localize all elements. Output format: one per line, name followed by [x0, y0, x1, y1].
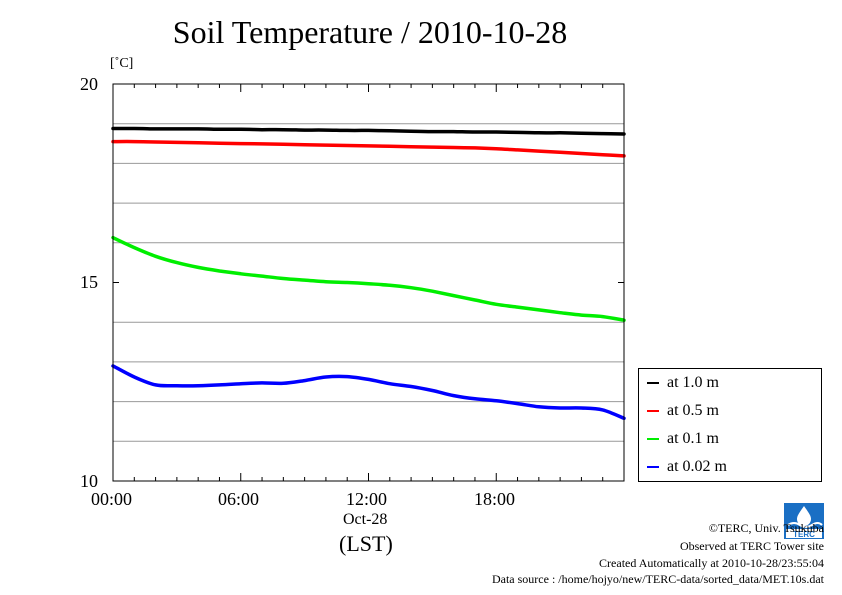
- grid-lines: [113, 123, 624, 442]
- legend-item: at 1.0 m: [647, 373, 719, 393]
- legend-swatch: [647, 382, 659, 384]
- logo-text: TERC: [793, 530, 815, 539]
- legend-item: at 0.1 m: [647, 429, 719, 449]
- legend-swatch: [647, 438, 659, 440]
- legend-item: at 0.5 m: [647, 401, 719, 421]
- legend-swatch: [647, 466, 659, 468]
- x-date-label: Oct-28: [343, 511, 388, 528]
- x-tick-label-0600: 06:00: [218, 489, 260, 509]
- x-tick-label-1200: 12:00: [346, 489, 388, 509]
- x-axis-label: (LST): [339, 531, 393, 556]
- chart-title: Soil Temperature / 2010-10-28: [172, 14, 568, 50]
- series-line-at-0-1-m: [111, 235, 626, 322]
- series-line-at-1-0-m: [111, 126, 626, 136]
- y-axis-unit-label: [˚C]: [110, 56, 134, 71]
- footer-created: Created Automatically at 2010-10-28/23:5…: [599, 556, 824, 570]
- legend-label: at 0.02 m: [667, 458, 727, 475]
- legend-item: at 0.02 m: [647, 457, 727, 477]
- legend-swatch: [647, 410, 659, 412]
- x-tick-label-1800: 18:00: [474, 489, 516, 509]
- legend: at 1.0 m at 0.5 m at 0.1 m at 0.02 m: [638, 368, 822, 482]
- series-line-at-0-02-m: [111, 364, 626, 421]
- legend-label: at 0.1 m: [667, 430, 719, 447]
- y-tick-label-20: 20: [80, 74, 98, 94]
- legend-label: at 1.0 m: [667, 374, 719, 391]
- y-tick-label-15: 15: [80, 272, 98, 292]
- axis-ticks: [112, 83, 625, 482]
- y-tick-label-10: 10: [80, 471, 98, 491]
- series-line-at-0-5-m: [111, 139, 626, 158]
- footer-observed: Observed at TERC Tower site: [679, 539, 824, 553]
- footer-source: Data source : /home/hojyo/new/TERC-data/…: [491, 572, 824, 586]
- terc-logo: TERC: [784, 503, 824, 539]
- footer-copyright: ©TERC, Univ. Tsukuba: [708, 521, 824, 535]
- x-tick-label-0000: 00:00: [91, 489, 133, 509]
- legend-label: at 0.5 m: [667, 402, 719, 419]
- series-group: [111, 126, 626, 421]
